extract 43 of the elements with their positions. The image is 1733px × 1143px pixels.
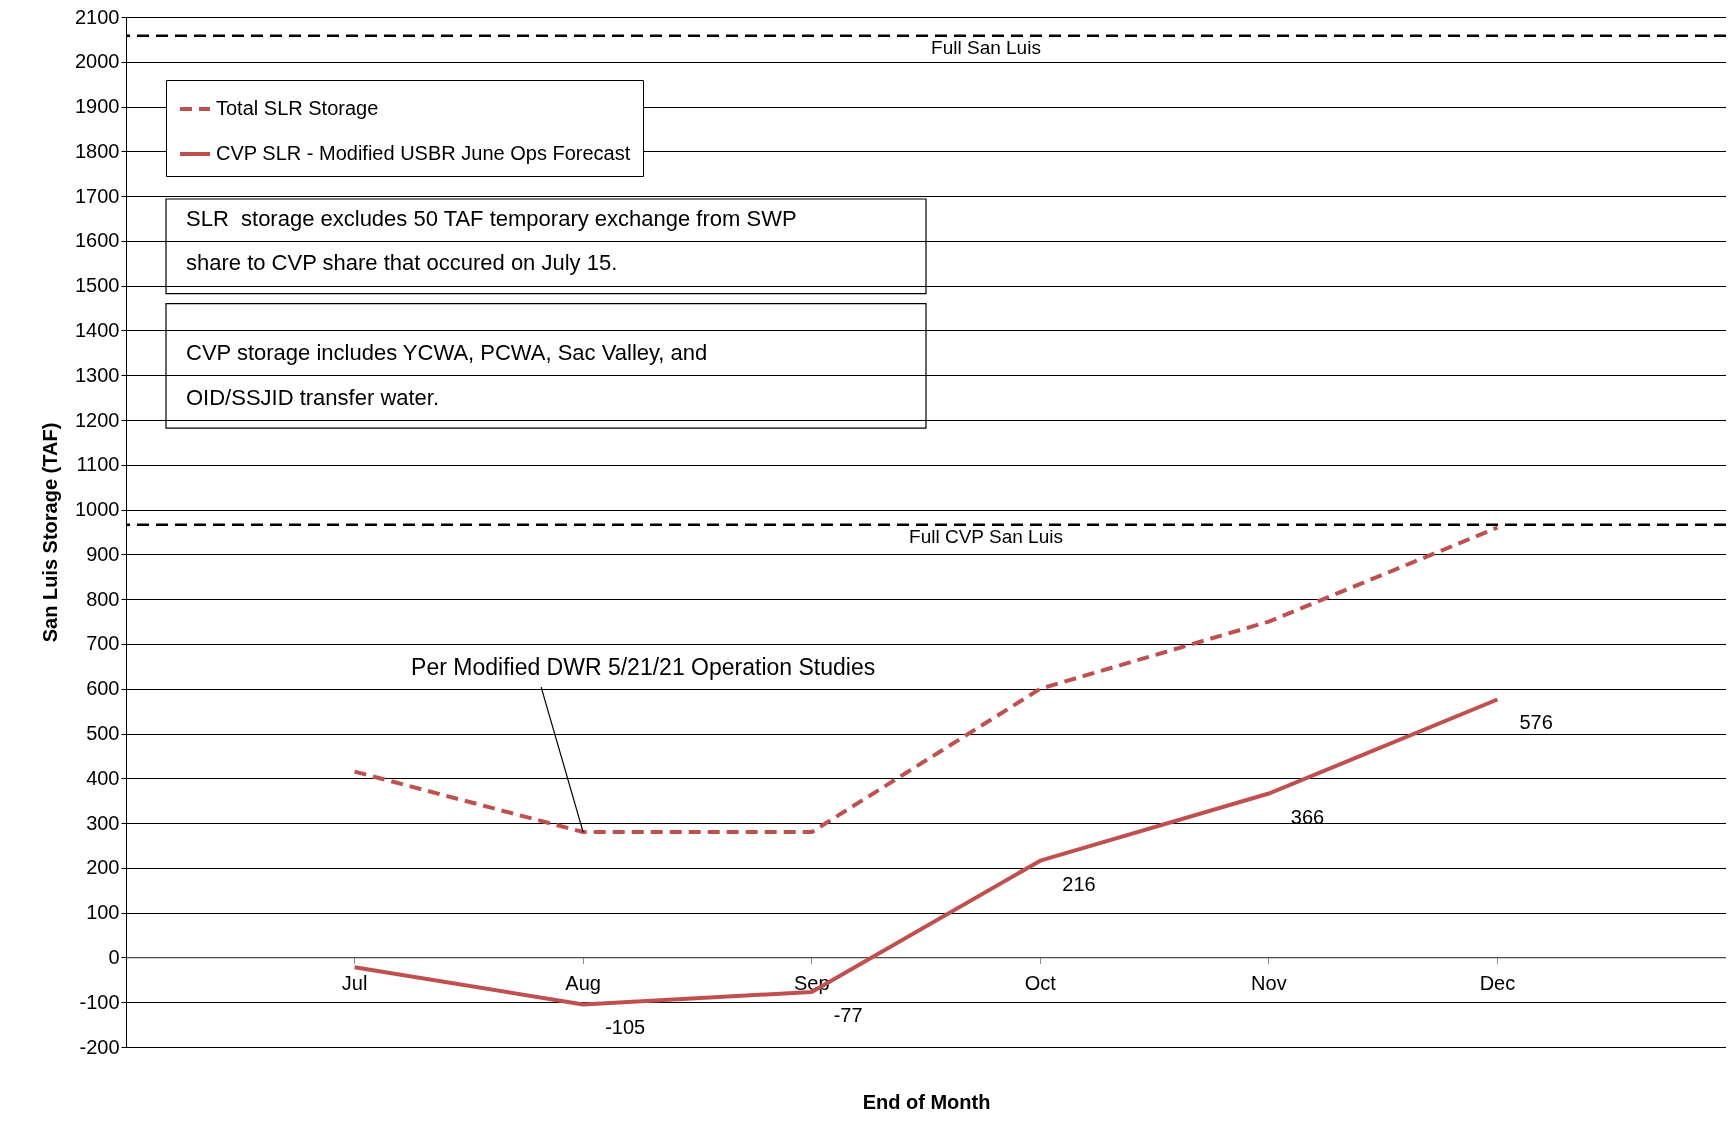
y-tick-label: 200: [86, 856, 120, 879]
ref-line-label: Full CVP San Luis: [909, 525, 1063, 547]
data-label: -105: [605, 1016, 646, 1039]
x-tick-label: Nov: [1251, 971, 1287, 994]
annotation: CVP storage includes YCWA, PCWA, Sac Valley, and OID/SSJID transfer water.: [186, 339, 708, 410]
x-tick-label: Jul: [341, 971, 368, 994]
y-tick-label: 900: [86, 542, 120, 565]
y-tick-label: 300: [86, 811, 120, 834]
y-tick-label: 1900: [75, 95, 120, 118]
data-label: -77: [833, 1003, 863, 1026]
y-tick-label: -200: [79, 1035, 120, 1058]
annotation: SLR storage excludes 50 TAF temporary exchange from SWP share to CVP share that occured on July 15.: [186, 205, 797, 276]
line-series: [352, 525, 1500, 835]
ref-line-label: Full San Luis: [931, 36, 1041, 58]
y-tick-label: -100: [79, 990, 120, 1013]
legend-label: CVP SLR - Modified USBR June Ops Forecast: [216, 142, 631, 164]
y-tick-label: 1000: [75, 498, 120, 521]
y-tick-label: 500: [86, 722, 120, 745]
y-axis-title: San Luis Storage (TAF): [39, 422, 62, 643]
x-tick-label: Aug: [565, 971, 601, 994]
y-tick-label: 700: [86, 632, 120, 655]
y-tick-label: 2100: [75, 5, 120, 28]
x-tick-label: Oct: [1024, 971, 1057, 994]
legend-label: Total SLR Storage: [216, 97, 379, 119]
x-tick-label: Dec: [1479, 971, 1516, 994]
y-tick-label: 1100: [76, 453, 120, 476]
y-tick-label: 1200: [75, 408, 120, 431]
y-tick-label: 1800: [75, 139, 120, 162]
y-tick-label: 100: [86, 901, 120, 924]
y-tick-label: 400: [86, 766, 120, 789]
y-tick-label: 1500: [75, 274, 120, 297]
annotation: Per Modified DWR 5/21/21 Operation Studies: [411, 654, 876, 681]
data-label: 216: [1062, 872, 1096, 895]
y-tick-label: 600: [86, 677, 120, 700]
data-label: 576: [1519, 711, 1553, 734]
y-tick-label: 1300: [75, 363, 120, 386]
y-tick-label: 0: [108, 945, 120, 968]
y-tick-label: 1600: [75, 229, 120, 252]
y-tick-label: 800: [86, 587, 120, 610]
x-axis-title: End of Month: [862, 1090, 991, 1113]
y-tick-label: 1700: [75, 184, 120, 207]
y-tick-label: 1400: [75, 318, 120, 341]
y-tick-label: 2000: [75, 50, 120, 73]
